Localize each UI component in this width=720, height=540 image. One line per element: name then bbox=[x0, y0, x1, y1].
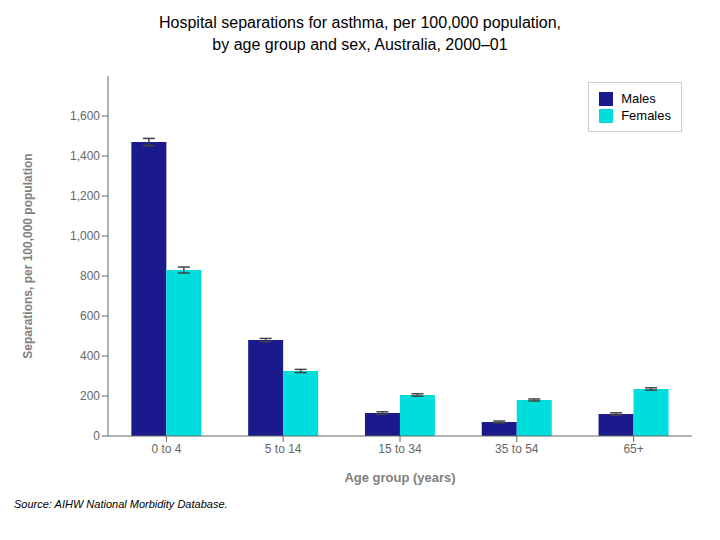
html-text:Females: Females bbox=[621, 108, 671, 123]
html-text:by age group and sex, Australi: by age group and sex, Australia, 2000–01 bbox=[212, 36, 508, 53]
svg-text:15 to 34: 15 to 34 bbox=[378, 442, 422, 456]
svg-text:Age group (years): Age group (years) bbox=[344, 470, 455, 485]
svg-text:0: 0 bbox=[93, 429, 100, 443]
svg-text:65+: 65+ bbox=[623, 442, 643, 456]
svg-text:Separations, per 100,000 popul: Separations, per 100,000 population bbox=[21, 153, 35, 358]
html-text:Source: AIHW National Morbidit: Source: AIHW National Morbidity Database… bbox=[14, 498, 228, 510]
svg-text:800: 800 bbox=[80, 269, 100, 283]
svg-text:400: 400 bbox=[80, 349, 100, 363]
svg-text:200: 200 bbox=[80, 389, 100, 403]
svg-text:5 to 14: 5 to 14 bbox=[265, 442, 302, 456]
svg-text:1,200: 1,200 bbox=[70, 189, 100, 203]
svg-text:1,600: 1,600 bbox=[70, 109, 100, 123]
svg-text:35 to 54: 35 to 54 bbox=[495, 442, 539, 456]
svg-text:600: 600 bbox=[80, 309, 100, 323]
html-text:Hospital separations for asthm: Hospital separations for asthma, per 100… bbox=[159, 14, 561, 31]
html-text:Males: Males bbox=[621, 91, 656, 106]
svg-text:1,400: 1,400 bbox=[70, 149, 100, 163]
svg-text:1,000: 1,000 bbox=[70, 229, 100, 243]
svg-text:0 to 4: 0 to 4 bbox=[151, 442, 181, 456]
